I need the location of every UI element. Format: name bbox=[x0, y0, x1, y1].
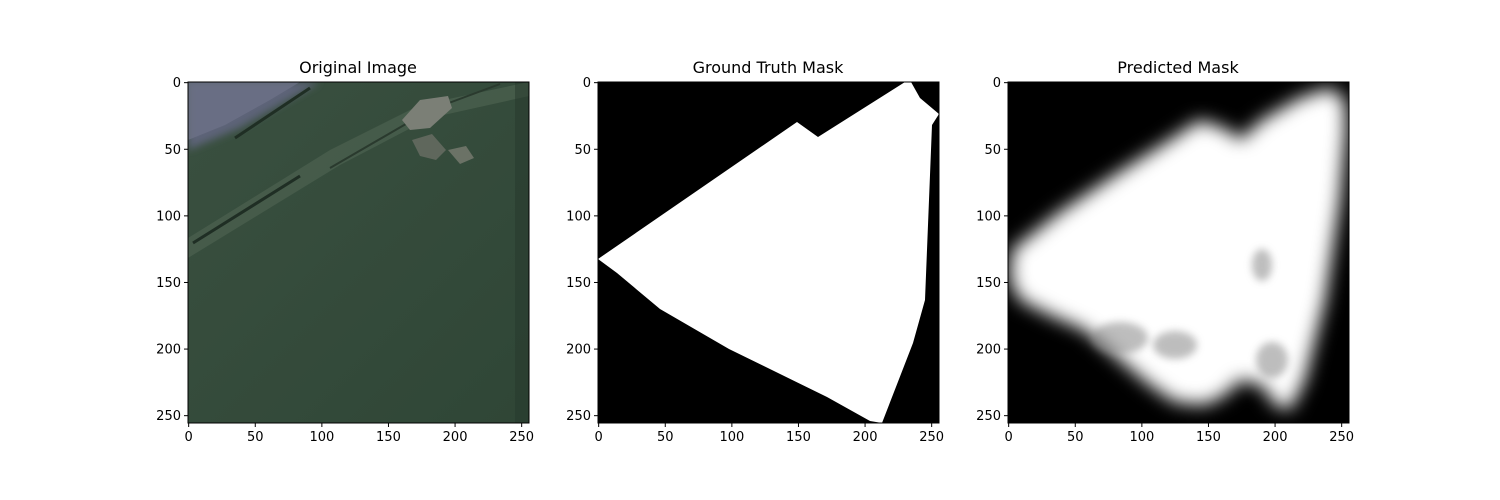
y-tick-label: 100 bbox=[156, 209, 181, 224]
y-tick-label: 50 bbox=[574, 143, 591, 158]
prediction-heatmap bbox=[1010, 88, 1346, 410]
panel-predicted-mask: Predicted Mask 0 50 100 150 200 250 0 50 100 150 2… bbox=[976, 58, 1354, 445]
y-tick-label: 150 bbox=[976, 276, 1001, 291]
x-tick-label: 250 bbox=[919, 430, 944, 445]
y-tick-label: 50 bbox=[164, 143, 181, 158]
panel-ground-truth-mask: Ground Truth Mask 0 50 100 150 200 250 0 50 100 1… bbox=[566, 58, 944, 445]
x-tick-label: 50 bbox=[247, 430, 264, 445]
panel-title: Ground Truth Mask bbox=[693, 58, 845, 77]
y-tick-label: 50 bbox=[984, 143, 1001, 158]
x-tick-label: 100 bbox=[1129, 430, 1154, 445]
x-tick-label: 250 bbox=[509, 430, 534, 445]
x-tick-label: 0 bbox=[185, 430, 193, 445]
plot-frame bbox=[597, 81, 940, 424]
x-tick-label: 0 bbox=[595, 430, 603, 445]
x-tick-label: 200 bbox=[1263, 430, 1288, 445]
x-tick-label: 50 bbox=[1067, 430, 1084, 445]
panel-title: Original Image bbox=[299, 58, 417, 77]
x-tick-label: 100 bbox=[719, 430, 744, 445]
panel-original-image: Original Image 0 50 100 150 200 250 0 50 100 150 2… bbox=[156, 58, 534, 445]
x-tick-label: 150 bbox=[1196, 430, 1221, 445]
panel-title: Predicted Mask bbox=[1117, 58, 1239, 77]
y-tick-label: 150 bbox=[566, 276, 591, 291]
y-tick-label: 100 bbox=[566, 209, 591, 224]
plot-frame bbox=[187, 81, 530, 424]
x-tick-label: 50 bbox=[657, 430, 674, 445]
plot-frame bbox=[1007, 81, 1350, 424]
y-tick-label: 150 bbox=[156, 276, 181, 291]
axis-ticks: 0 50 100 150 200 250 0 50 100 150 200 250 bbox=[156, 76, 534, 445]
axis-ticks: 0 50 100 150 200 250 0 50 100 150 200 250 bbox=[976, 76, 1354, 445]
x-tick-label: 200 bbox=[853, 430, 878, 445]
y-tick-label: 100 bbox=[976, 209, 1001, 224]
y-tick-label: 250 bbox=[976, 409, 1001, 424]
y-tick-label: 0 bbox=[173, 76, 181, 91]
y-tick-label: 0 bbox=[993, 76, 1001, 91]
axis-ticks: 0 50 100 150 200 250 0 50 100 150 200 250 bbox=[566, 76, 944, 445]
x-tick-label: 0 bbox=[1005, 430, 1013, 445]
y-tick-label: 200 bbox=[156, 343, 181, 358]
x-tick-label: 100 bbox=[309, 430, 334, 445]
mask-region bbox=[598, 82, 939, 423]
x-tick-label: 150 bbox=[786, 430, 811, 445]
y-tick-label: 250 bbox=[566, 409, 591, 424]
y-tick-label: 200 bbox=[976, 343, 1001, 358]
y-tick-label: 200 bbox=[566, 343, 591, 358]
y-tick-label: 0 bbox=[583, 76, 591, 91]
y-tick-label: 250 bbox=[156, 409, 181, 424]
x-tick-label: 250 bbox=[1329, 430, 1354, 445]
x-tick-label: 200 bbox=[443, 430, 468, 445]
satellite-image bbox=[188, 82, 529, 423]
x-tick-label: 150 bbox=[376, 430, 401, 445]
